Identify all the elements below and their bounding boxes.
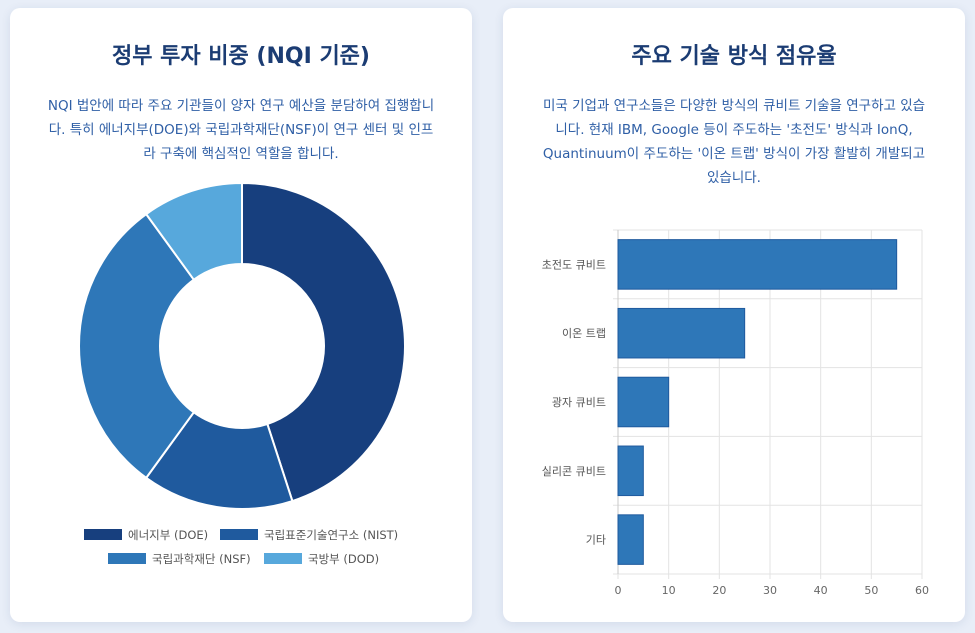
legend-label[interactable]: 국방부 (DOD) bbox=[308, 552, 379, 566]
x-tick-label: 20 bbox=[712, 584, 726, 597]
legend-label[interactable]: 에너지부 (DOE) bbox=[128, 528, 208, 542]
investment-donut-chart bbox=[78, 184, 406, 510]
donut-slice[interactable] bbox=[78, 212, 196, 480]
investment-description: NQI 법안에 따라 주요 기관들이 양자 연구 예산을 분담하여 집행합니다.… bbox=[47, 98, 435, 162]
bar[interactable] bbox=[617, 514, 644, 565]
x-tick-label: 0 bbox=[615, 584, 622, 597]
technology-share-card: 주요 기술 방식 점유율 미국 기업과 연구소들은 다양한 방식의 큐비트 기술… bbox=[503, 8, 965, 622]
technology-chart-title: 주요 기술 방식 점유율 bbox=[631, 44, 837, 69]
y-category-label: 광자 큐비트 bbox=[552, 396, 606, 409]
legend-swatch bbox=[108, 553, 146, 564]
x-tick-label: 40 bbox=[814, 584, 828, 597]
bar[interactable] bbox=[617, 445, 644, 497]
investment-chart-title: 정부 투자 비중 (NQI 기준) bbox=[112, 44, 370, 69]
x-tick-label: 10 bbox=[662, 584, 676, 597]
legend-label[interactable]: 국립과학재단 (NSF) bbox=[152, 552, 251, 566]
bar[interactable] bbox=[617, 239, 898, 290]
bar[interactable] bbox=[617, 307, 746, 359]
x-tick-label: 30 bbox=[763, 584, 777, 597]
bar[interactable] bbox=[617, 376, 670, 428]
x-tick-label: 50 bbox=[864, 584, 878, 597]
donut-slice[interactable] bbox=[241, 184, 406, 503]
technology-description: 미국 기업과 연구소들은 다양한 방식의 큐비트 기술을 연구하고 있습니다. … bbox=[542, 98, 926, 186]
donut-slice[interactable] bbox=[144, 184, 243, 282]
government-investment-card: 정부 투자 비중 (NQI 기준) NQI 법안에 따라 주요 기관들이 양자 … bbox=[10, 8, 472, 622]
y-category-label: 기타 bbox=[586, 534, 606, 547]
legend-swatch bbox=[220, 529, 258, 540]
y-category-label: 실리콘 큐비트 bbox=[542, 465, 606, 478]
investment-legend: 에너지부 (DOE) 국립표준기술연구소 (NIST) 국립과학재단 (NSF) 국방… bbox=[84, 528, 398, 566]
y-category-label: 이온 트랩 bbox=[562, 327, 606, 340]
legend-label[interactable]: 국립표준기술연구소 (NIST) bbox=[264, 528, 398, 542]
x-tick-label: 60 bbox=[915, 584, 929, 597]
legend-swatch bbox=[84, 529, 122, 540]
legend-swatch bbox=[264, 553, 302, 564]
y-category-label: 초전도 큐비트 bbox=[542, 258, 606, 271]
